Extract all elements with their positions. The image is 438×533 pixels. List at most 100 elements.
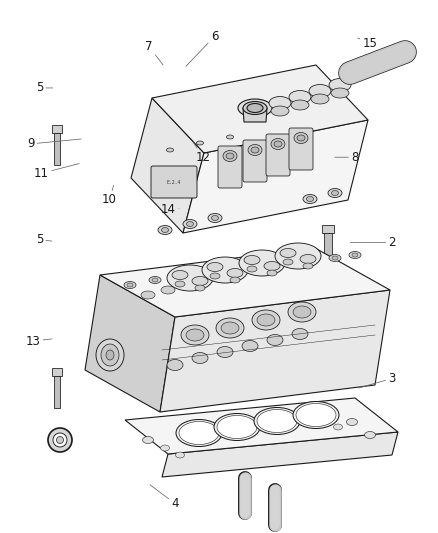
Ellipse shape xyxy=(288,302,316,322)
Ellipse shape xyxy=(242,341,258,351)
Ellipse shape xyxy=(329,254,341,262)
Ellipse shape xyxy=(162,228,169,232)
Ellipse shape xyxy=(331,88,349,98)
FancyBboxPatch shape xyxy=(266,134,290,176)
Text: 5: 5 xyxy=(36,233,52,246)
Ellipse shape xyxy=(248,144,262,156)
Ellipse shape xyxy=(257,314,275,326)
Ellipse shape xyxy=(197,141,204,145)
Ellipse shape xyxy=(186,329,204,341)
Ellipse shape xyxy=(254,408,300,434)
Ellipse shape xyxy=(101,344,119,366)
Ellipse shape xyxy=(244,255,260,264)
Ellipse shape xyxy=(192,352,208,364)
Ellipse shape xyxy=(269,96,291,109)
Ellipse shape xyxy=(53,433,67,447)
Ellipse shape xyxy=(292,328,308,340)
Ellipse shape xyxy=(57,437,64,443)
Text: 10: 10 xyxy=(102,185,117,206)
Ellipse shape xyxy=(227,269,243,278)
Text: 15: 15 xyxy=(358,37,378,50)
Ellipse shape xyxy=(187,222,194,227)
Ellipse shape xyxy=(192,277,208,286)
Text: 4: 4 xyxy=(150,485,179,510)
Ellipse shape xyxy=(226,135,233,139)
Ellipse shape xyxy=(257,409,297,432)
Bar xyxy=(54,133,60,165)
Ellipse shape xyxy=(106,350,114,360)
FancyBboxPatch shape xyxy=(151,166,197,198)
Ellipse shape xyxy=(274,141,282,147)
FancyBboxPatch shape xyxy=(218,146,242,188)
Ellipse shape xyxy=(161,286,175,294)
Ellipse shape xyxy=(210,273,220,279)
Ellipse shape xyxy=(152,278,158,282)
Ellipse shape xyxy=(364,432,375,439)
Ellipse shape xyxy=(207,262,223,271)
Bar xyxy=(324,233,332,293)
Ellipse shape xyxy=(252,310,280,330)
Ellipse shape xyxy=(214,414,260,440)
Ellipse shape xyxy=(172,271,188,279)
Polygon shape xyxy=(131,98,204,233)
Ellipse shape xyxy=(208,214,222,222)
Text: E.2.4: E.2.4 xyxy=(167,180,181,184)
Ellipse shape xyxy=(297,135,305,141)
Ellipse shape xyxy=(264,262,280,271)
Ellipse shape xyxy=(303,195,317,204)
Ellipse shape xyxy=(289,91,311,103)
Text: 5: 5 xyxy=(36,82,53,94)
Ellipse shape xyxy=(352,253,358,257)
FancyBboxPatch shape xyxy=(243,140,267,182)
Ellipse shape xyxy=(238,99,272,117)
Ellipse shape xyxy=(215,392,225,398)
Text: 7: 7 xyxy=(145,40,163,65)
Polygon shape xyxy=(243,108,267,122)
Text: 11: 11 xyxy=(34,164,79,180)
Ellipse shape xyxy=(300,254,316,263)
Ellipse shape xyxy=(280,248,296,257)
Polygon shape xyxy=(85,275,175,412)
Polygon shape xyxy=(322,225,334,233)
FancyBboxPatch shape xyxy=(289,128,313,170)
Ellipse shape xyxy=(181,325,209,345)
Ellipse shape xyxy=(167,265,213,291)
Ellipse shape xyxy=(176,419,222,447)
Ellipse shape xyxy=(309,85,331,98)
Ellipse shape xyxy=(283,259,293,265)
Ellipse shape xyxy=(267,335,283,345)
Ellipse shape xyxy=(217,416,257,439)
Polygon shape xyxy=(160,290,390,412)
Ellipse shape xyxy=(239,250,285,276)
Ellipse shape xyxy=(332,190,339,196)
Ellipse shape xyxy=(166,148,173,152)
Ellipse shape xyxy=(329,78,351,92)
Ellipse shape xyxy=(175,281,185,287)
Ellipse shape xyxy=(307,197,314,201)
Ellipse shape xyxy=(212,390,228,400)
Ellipse shape xyxy=(247,266,257,272)
Polygon shape xyxy=(52,125,62,133)
Ellipse shape xyxy=(247,103,263,112)
Ellipse shape xyxy=(333,424,343,430)
Ellipse shape xyxy=(141,291,155,299)
Text: 6: 6 xyxy=(186,30,219,66)
Text: 12: 12 xyxy=(193,142,211,164)
Ellipse shape xyxy=(332,256,338,260)
Ellipse shape xyxy=(202,257,248,283)
Ellipse shape xyxy=(271,139,285,149)
Ellipse shape xyxy=(346,418,357,425)
Ellipse shape xyxy=(183,220,197,229)
Ellipse shape xyxy=(293,306,311,318)
Bar xyxy=(54,376,60,408)
Ellipse shape xyxy=(223,150,237,161)
Ellipse shape xyxy=(127,283,133,287)
Ellipse shape xyxy=(176,452,184,458)
Ellipse shape xyxy=(230,277,240,283)
Ellipse shape xyxy=(160,445,170,451)
Ellipse shape xyxy=(149,277,161,284)
Ellipse shape xyxy=(221,322,239,334)
Ellipse shape xyxy=(96,339,124,371)
Ellipse shape xyxy=(349,252,361,259)
Ellipse shape xyxy=(271,106,289,116)
